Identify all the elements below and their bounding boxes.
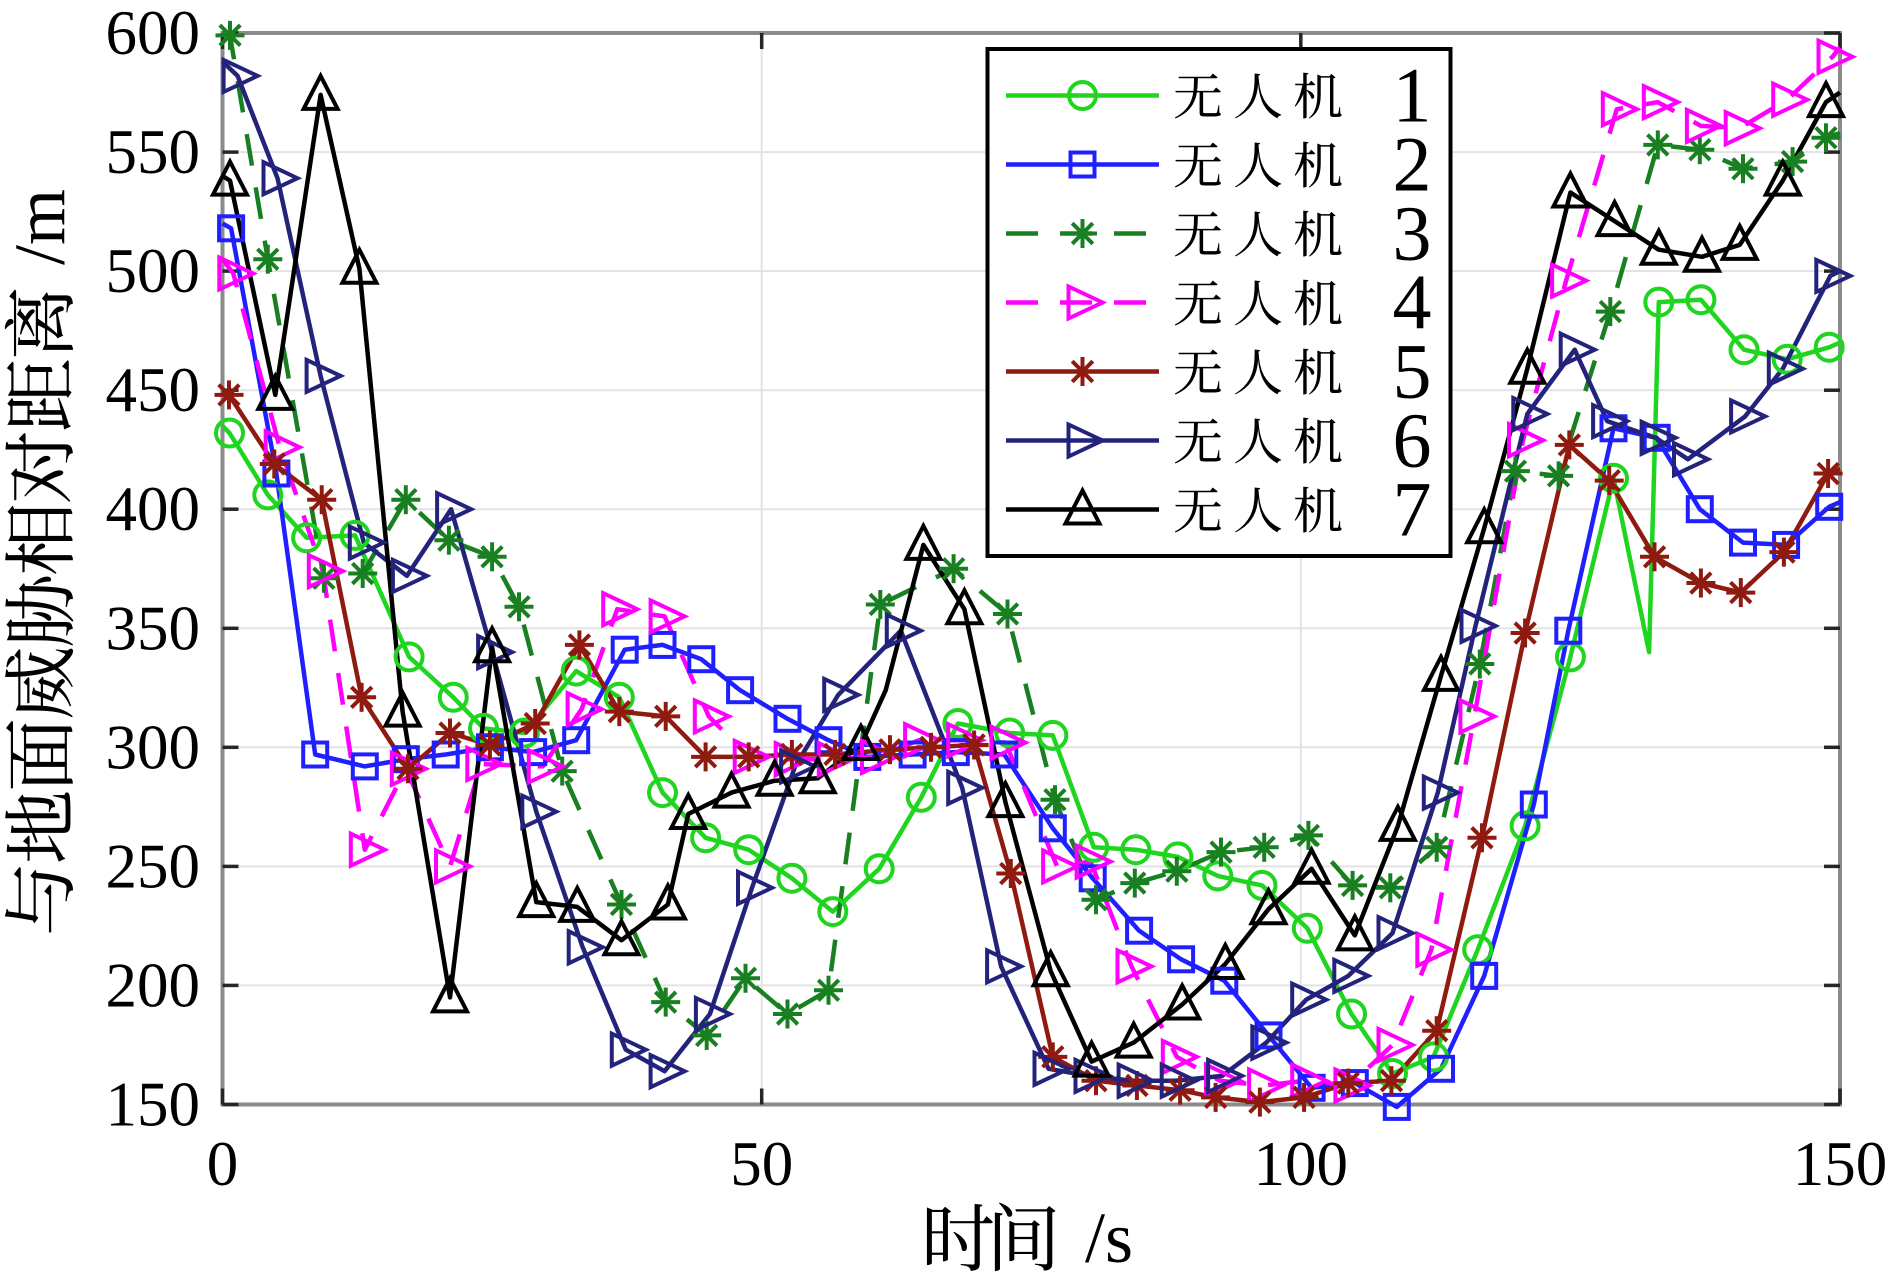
svg-text:2: 2 bbox=[1393, 121, 1432, 208]
svg-text:3: 3 bbox=[1393, 190, 1432, 277]
svg-text:50: 50 bbox=[730, 1129, 793, 1199]
svg-text:150: 150 bbox=[1793, 1129, 1888, 1199]
svg-text:5: 5 bbox=[1393, 328, 1432, 415]
svg-text:350: 350 bbox=[106, 593, 201, 663]
svg-text:300: 300 bbox=[106, 712, 201, 782]
svg-text:4: 4 bbox=[1393, 259, 1432, 346]
svg-text:550: 550 bbox=[106, 117, 201, 187]
svg-text:400: 400 bbox=[106, 474, 201, 544]
svg-text:600: 600 bbox=[106, 0, 201, 68]
svg-text:250: 250 bbox=[106, 831, 201, 901]
svg-text:450: 450 bbox=[106, 355, 201, 425]
svg-text:6: 6 bbox=[1393, 397, 1432, 484]
svg-text:/m: /m bbox=[0, 189, 80, 265]
svg-text:500: 500 bbox=[106, 236, 201, 306]
svg-text:200: 200 bbox=[106, 950, 201, 1020]
svg-text:1: 1 bbox=[1393, 52, 1432, 139]
svg-text:0: 0 bbox=[207, 1129, 239, 1199]
svg-text:7: 7 bbox=[1393, 466, 1432, 553]
svg-text:100: 100 bbox=[1254, 1129, 1349, 1199]
svg-text:/s: /s bbox=[1085, 1198, 1133, 1277]
svg-text:150: 150 bbox=[106, 1070, 201, 1140]
